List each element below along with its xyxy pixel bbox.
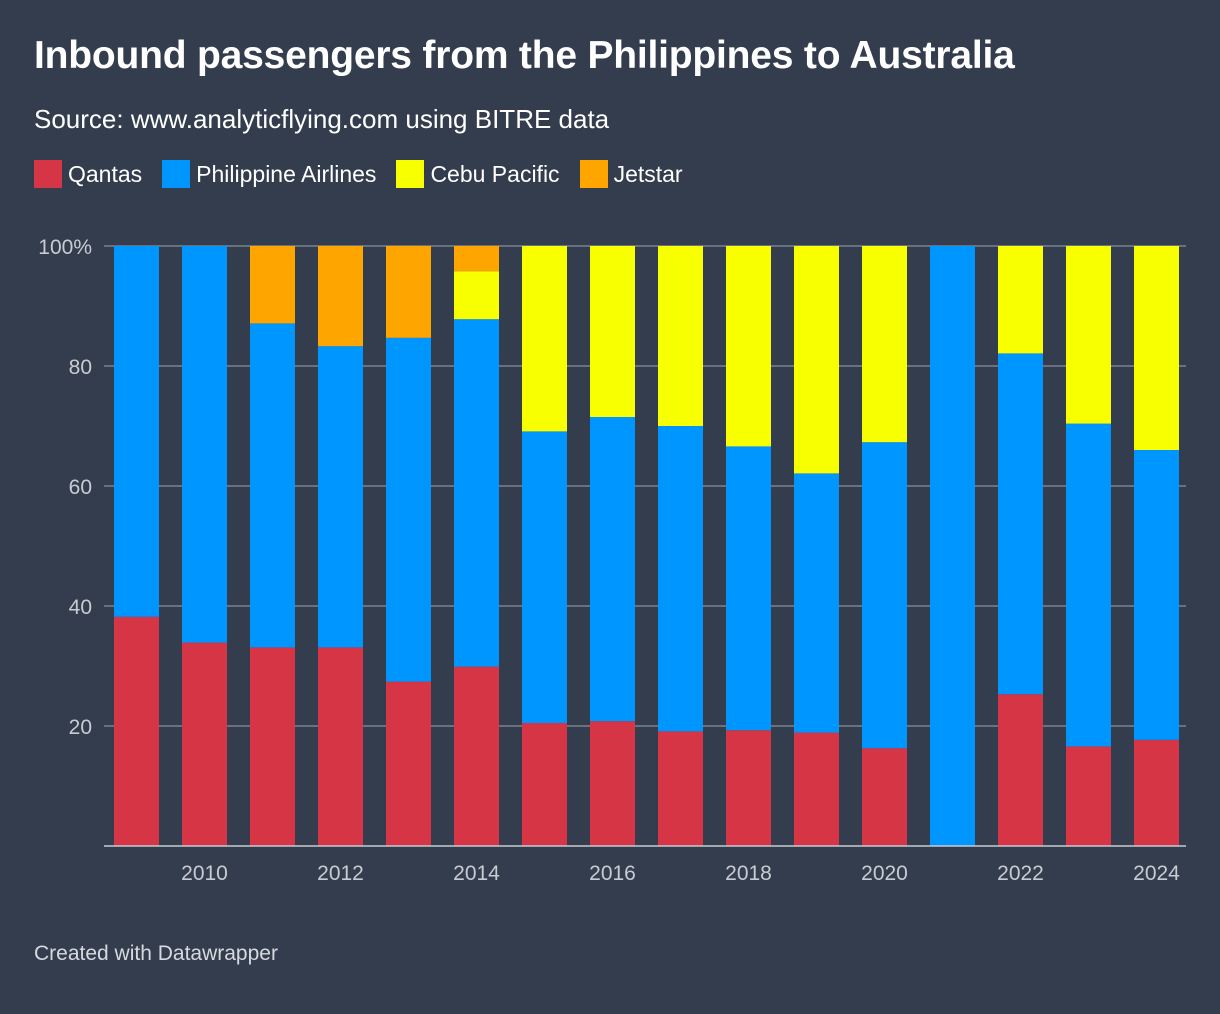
bar-segment-qantas-2012: [318, 647, 363, 846]
bar-segment-philippine-airlines-2015: [522, 431, 567, 723]
bar-segment-philippine-airlines-2020: [862, 442, 907, 749]
bar-segment-cebu-pacific-2016: [590, 246, 635, 417]
y-tick-label: 80: [69, 356, 92, 379]
x-tick-label: 2020: [861, 862, 908, 885]
bar-segment-philippine-airlines-2022: [998, 353, 1043, 695]
legend-label-cebu-pacific: Cebu Pacific: [430, 160, 560, 187]
bar-segment-cebu-pacific-2020: [862, 246, 907, 443]
bar-segment-philippine-airlines-2011: [250, 323, 295, 648]
x-tick-label: 2024: [1133, 862, 1180, 885]
bar-segment-qantas-2018: [726, 730, 771, 846]
bar-segment-qantas-2015: [522, 723, 567, 846]
bar-segment-qantas-2011: [250, 647, 295, 846]
bar-segment-philippine-airlines-2012: [318, 346, 363, 648]
bar-segment-philippine-airlines-2016: [590, 417, 635, 722]
bar-segment-philippine-airlines-2019: [794, 473, 839, 733]
bar-segment-philippine-airlines-2021: [930, 246, 975, 846]
legend-item-jetstar: Jetstar: [579, 160, 683, 188]
bar-segment-qantas-2019: [794, 732, 839, 846]
bar-segment-philippine-airlines-2014: [454, 319, 499, 667]
bar-segment-qantas-2013: [386, 681, 431, 846]
chart-title: Inbound passengers from the Philippines …: [34, 34, 1015, 77]
bar-segment-cebu-pacific-2018: [726, 246, 771, 447]
x-tick-label: 2016: [589, 862, 636, 885]
y-tick-label: 60: [69, 476, 92, 499]
bar-segment-qantas-2023: [1066, 746, 1111, 846]
legend-item-qantas: Qantas: [34, 160, 142, 188]
bar-segment-qantas-2014: [454, 666, 499, 846]
bar-segment-cebu-pacific-2024: [1134, 246, 1179, 450]
chart-subtitle: Source: www.analyticflying.com using BIT…: [34, 104, 610, 134]
legend-label-philippine-airlines: Philippine Airlines: [196, 160, 377, 187]
bar-segment-philippine-airlines-2013: [386, 337, 431, 682]
legend-item-cebu-pacific: Cebu Pacific: [396, 160, 560, 188]
bar-segment-cebu-pacific-2019: [794, 246, 839, 474]
bar-segment-jetstar-2013: [386, 246, 431, 338]
bar-segment-cebu-pacific-2022: [998, 246, 1043, 354]
bar-segment-philippine-airlines-2017: [658, 426, 703, 732]
bar-segment-qantas-2009: [114, 616, 159, 846]
footer-credit: Created with Datawrapper: [34, 942, 278, 965]
legend: Qantas Philippine Airlines Cebu Pacific …: [34, 160, 703, 188]
bar-segment-jetstar-2012: [318, 246, 363, 347]
bar-segment-philippine-airlines-2018: [726, 446, 771, 731]
bar-segment-qantas-2017: [658, 731, 703, 846]
x-tick-label: 2022: [997, 862, 1044, 885]
legend-swatch-qantas: [34, 160, 62, 188]
bar-segment-cebu-pacific-2023: [1066, 246, 1111, 424]
bar-segment-qantas-2016: [590, 721, 635, 846]
bar-segment-jetstar-2014: [454, 246, 499, 272]
bar-segment-philippine-airlines-2010: [182, 246, 227, 643]
x-tick-label: 2012: [317, 862, 364, 885]
x-tick-label: 2018: [725, 862, 772, 885]
y-tick-label: 20: [69, 716, 92, 739]
bar-segment-jetstar-2011: [250, 246, 295, 324]
legend-label-jetstar: Jetstar: [613, 160, 683, 187]
bar-segment-qantas-2020: [862, 748, 907, 846]
x-tick-label: 2010: [181, 862, 228, 885]
bar-segment-cebu-pacific-2014: [454, 271, 499, 320]
bar-segment-qantas-2024: [1134, 739, 1179, 846]
bar-segment-qantas-2010: [182, 642, 227, 846]
legend-swatch-jetstar: [579, 160, 608, 188]
bar-segment-philippine-airlines-2024: [1134, 450, 1179, 740]
legend-item-philippine-airlines: Philippine Airlines: [162, 160, 376, 188]
bar-segment-cebu-pacific-2017: [658, 246, 703, 426]
x-tick-label: 2014: [453, 862, 500, 885]
legend-swatch-philippine-airlines: [162, 160, 191, 188]
bar-segment-qantas-2022: [998, 694, 1043, 846]
legend-swatch-cebu-pacific: [396, 160, 425, 188]
bar-segment-philippine-airlines-2009: [114, 246, 159, 617]
legend-label-qantas: Qantas: [68, 160, 143, 187]
y-tick-label: 40: [69, 596, 92, 619]
bar-segment-philippine-airlines-2023: [1066, 423, 1111, 747]
y-tick-label: 100%: [38, 236, 92, 259]
bar-segment-cebu-pacific-2015: [522, 246, 567, 432]
